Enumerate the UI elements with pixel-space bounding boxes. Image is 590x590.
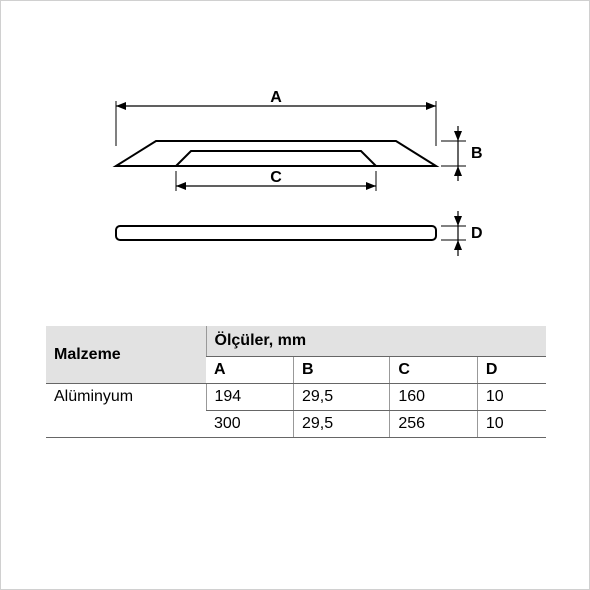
- subcol-a: A: [206, 357, 293, 384]
- col-header-material: Malzeme: [46, 326, 206, 384]
- subcol-c: C: [390, 357, 477, 384]
- dim-label-a: A: [270, 89, 282, 106]
- col-header-dimensions: Ölçüler, mm: [206, 326, 546, 357]
- dim-label-d: D: [471, 225, 483, 242]
- subcol-b: B: [293, 357, 389, 384]
- table-row: Alüminyum 194 29,5 160 10: [46, 384, 546, 411]
- material-cell: Alüminyum: [46, 384, 206, 438]
- dim-label-c: C: [270, 169, 282, 186]
- cell-d: 10: [477, 411, 546, 438]
- cell-d: 10: [477, 384, 546, 411]
- cell-b: 29,5: [293, 411, 389, 438]
- cell-a: 300: [206, 411, 293, 438]
- dimensions-table: Malzeme Ölçüler, mm A B C D Alüminyum 19…: [46, 326, 546, 438]
- cell-b: 29,5: [293, 384, 389, 411]
- subcol-d: D: [477, 357, 546, 384]
- cell-c: 256: [390, 411, 477, 438]
- dim-label-b: B: [471, 145, 483, 162]
- cell-c: 160: [390, 384, 477, 411]
- cell-a: 194: [206, 384, 293, 411]
- technical-diagram: A B C D: [96, 86, 496, 266]
